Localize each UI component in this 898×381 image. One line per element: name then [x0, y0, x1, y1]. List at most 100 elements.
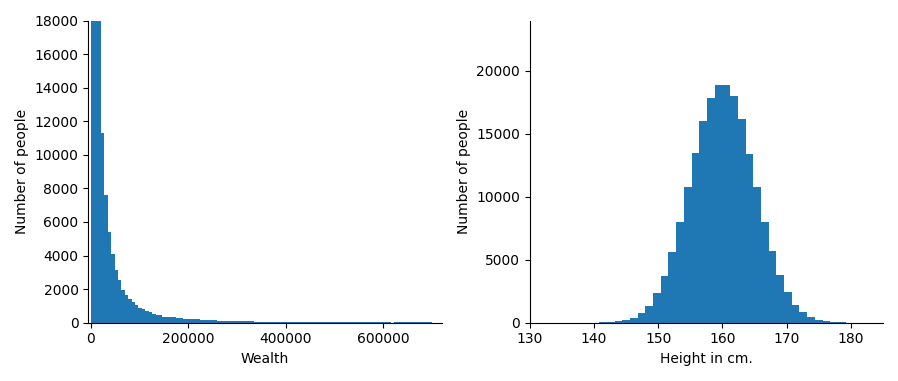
Bar	[316, 322, 320, 323]
Bar	[333, 322, 337, 323]
Bar	[339, 322, 343, 323]
Bar	[155, 315, 159, 323]
Bar	[227, 321, 231, 323]
Bar	[180, 318, 183, 323]
Bar	[152, 314, 155, 323]
Bar	[149, 312, 152, 323]
Bar	[176, 318, 180, 323]
Bar	[189, 319, 193, 323]
Bar	[831, 322, 838, 323]
Bar	[722, 85, 730, 323]
Bar	[159, 315, 163, 323]
Y-axis label: Number of people: Number of people	[456, 109, 471, 234]
Bar	[138, 308, 142, 323]
Bar	[203, 320, 207, 323]
Bar	[121, 290, 125, 323]
Bar	[265, 322, 269, 323]
Bar	[275, 322, 278, 323]
Bar	[398, 322, 401, 323]
Bar	[322, 322, 326, 323]
Bar	[309, 322, 313, 323]
Bar	[166, 317, 169, 323]
Bar	[799, 312, 807, 323]
Bar	[374, 322, 377, 323]
Bar	[207, 320, 210, 323]
Bar	[668, 252, 676, 323]
Bar	[823, 321, 831, 323]
Bar	[292, 322, 295, 323]
Bar	[792, 305, 799, 323]
Bar	[401, 322, 404, 323]
Bar	[214, 320, 217, 323]
Bar	[271, 322, 275, 323]
Bar	[193, 319, 197, 323]
Bar	[354, 322, 357, 323]
Bar	[104, 195, 108, 323]
Bar	[343, 322, 347, 323]
Bar	[784, 292, 792, 323]
Bar	[313, 322, 316, 323]
Bar	[745, 154, 753, 323]
Bar	[258, 322, 261, 323]
Bar	[142, 309, 145, 323]
Bar	[282, 322, 286, 323]
Bar	[715, 85, 722, 323]
Bar	[278, 322, 282, 323]
Bar	[700, 121, 707, 323]
Bar	[125, 295, 128, 323]
Bar	[169, 317, 172, 323]
Bar	[237, 321, 241, 323]
Bar	[183, 319, 186, 323]
Bar	[231, 322, 234, 323]
Bar	[254, 322, 258, 323]
Bar	[330, 322, 333, 323]
Bar	[98, 8, 101, 323]
Bar	[738, 119, 745, 323]
Bar	[217, 321, 220, 323]
Bar	[220, 321, 224, 323]
Bar	[261, 322, 265, 323]
Bar	[769, 251, 777, 323]
Bar	[761, 222, 769, 323]
Bar	[320, 322, 322, 323]
Bar	[360, 322, 364, 323]
Bar	[248, 322, 251, 323]
Bar	[286, 322, 288, 323]
Bar	[614, 322, 622, 323]
Bar	[288, 322, 292, 323]
Bar	[629, 317, 638, 323]
Bar	[269, 322, 271, 323]
Bar	[251, 322, 254, 323]
Bar	[94, 0, 98, 323]
Bar	[653, 293, 661, 323]
Bar	[638, 313, 646, 323]
Bar	[128, 299, 132, 323]
Bar	[224, 321, 227, 323]
Bar	[135, 305, 138, 323]
Bar	[91, 0, 94, 323]
Bar	[172, 317, 176, 323]
Bar	[337, 322, 339, 323]
Bar	[661, 276, 668, 323]
X-axis label: Wealth: Wealth	[241, 352, 289, 366]
Bar	[607, 322, 614, 323]
Bar	[814, 320, 823, 323]
Bar	[244, 321, 248, 323]
Bar	[200, 320, 203, 323]
X-axis label: Height in cm.: Height in cm.	[660, 352, 753, 366]
Bar	[210, 320, 214, 323]
Bar	[730, 96, 738, 323]
Bar	[350, 322, 354, 323]
Bar	[691, 154, 700, 323]
Bar	[108, 232, 111, 323]
Bar	[101, 133, 104, 323]
Bar	[299, 322, 303, 323]
Bar	[145, 311, 149, 323]
Bar	[377, 322, 381, 323]
Bar	[622, 320, 629, 323]
Bar	[326, 322, 330, 323]
Bar	[777, 275, 784, 323]
Bar	[241, 321, 244, 323]
Bar	[305, 322, 309, 323]
Bar	[303, 322, 305, 323]
